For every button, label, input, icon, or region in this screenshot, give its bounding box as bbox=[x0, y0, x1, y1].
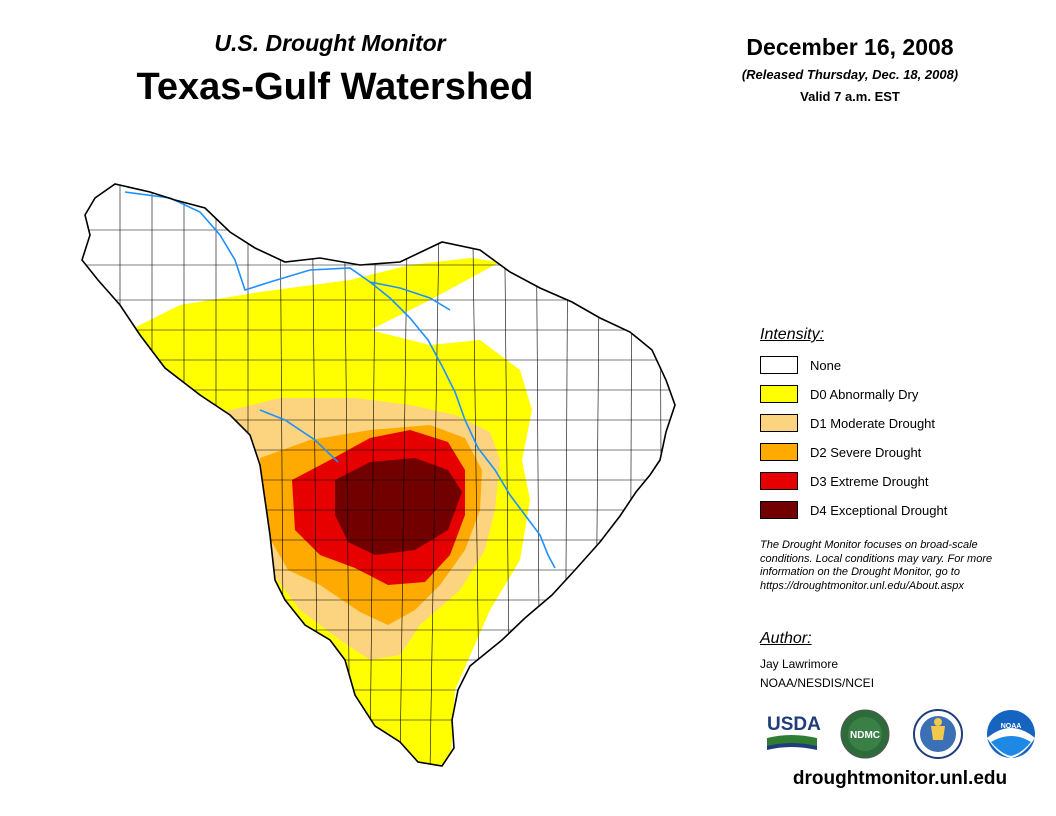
ndmc-logo: NDMC bbox=[840, 709, 890, 759]
colorado-river bbox=[259, 409, 339, 463]
legend-label: D4 Exceptional Drought bbox=[810, 503, 948, 518]
swatch-d4 bbox=[760, 501, 798, 519]
noaa-logo: NOAA bbox=[987, 710, 1035, 758]
note-line: The Drought Monitor focuses on broad-sca… bbox=[760, 539, 978, 551]
legend-label: D2 Severe Drought bbox=[810, 445, 922, 460]
legend-label: D1 Moderate Drought bbox=[810, 416, 936, 431]
usda-logo-text: USDA bbox=[767, 714, 821, 735]
author-org: NOAA/NESDIS/NCEI bbox=[760, 676, 875, 690]
author-heading: Author: bbox=[760, 630, 812, 647]
release-date: (Released Thursday, Dec. 18, 2008) bbox=[741, 67, 959, 82]
commerce-seal bbox=[913, 709, 963, 759]
author-name: Jay Lawrimore bbox=[760, 657, 839, 671]
ndmc-logo-text: NDMC bbox=[850, 730, 880, 741]
drought-map bbox=[81, 183, 676, 767]
valid-time: Valid 7 a.m. EST bbox=[800, 89, 900, 104]
legend-item-d3: D3 Extreme Drought bbox=[760, 472, 1020, 492]
legend-item-none: None bbox=[760, 356, 1020, 376]
noaa-logo-text: NOAA bbox=[1001, 723, 1022, 730]
legend-item-d4: D4 Exceptional Drought bbox=[760, 501, 1020, 521]
legend-item-d0: D0 Abnormally Dry bbox=[760, 385, 1020, 405]
map-title: Texas-Gulf Watershed bbox=[136, 66, 534, 108]
legend-item-d1: D1 Moderate Drought bbox=[760, 414, 1020, 434]
legend-heading: Intensity: bbox=[760, 326, 825, 343]
legend-item-d2: D2 Severe Drought bbox=[760, 443, 1020, 463]
rivers bbox=[124, 191, 556, 569]
trinity-tributary bbox=[369, 281, 451, 311]
note-line: information on the Drought Monitor, go t… bbox=[760, 566, 960, 578]
website-url[interactable]: droughtmonitor.unl.edu bbox=[792, 768, 1008, 789]
legend-label: D3 Extreme Drought bbox=[810, 474, 929, 489]
usda-logo: USDA bbox=[767, 714, 821, 750]
brazos-river bbox=[124, 191, 556, 569]
d4-area bbox=[335, 458, 462, 555]
swatch-d0 bbox=[760, 385, 798, 403]
note-line: conditions. Local conditions may vary. F… bbox=[760, 552, 993, 565]
swatch-d1 bbox=[760, 414, 798, 432]
drought-areas bbox=[82, 184, 675, 766]
map-subtitle: U.S. Drought Monitor bbox=[214, 30, 446, 56]
legend-label: D0 Abnormally Dry bbox=[810, 387, 919, 402]
logo-row: USDA NDMC NOAA bbox=[767, 709, 1035, 759]
swatch-d3 bbox=[760, 472, 798, 490]
legend-label: None bbox=[810, 358, 842, 373]
note-link[interactable]: https://droughtmonitor.unl.edu/About.asp… bbox=[760, 579, 964, 592]
watershed-boundary bbox=[81, 183, 676, 767]
swatch-d2 bbox=[760, 443, 798, 461]
disclaimer-note: The Drought Monitor focuses on broad-sca… bbox=[760, 539, 1050, 593]
map-date: December 16, 2008 bbox=[746, 34, 954, 60]
swatch-none bbox=[760, 356, 798, 374]
